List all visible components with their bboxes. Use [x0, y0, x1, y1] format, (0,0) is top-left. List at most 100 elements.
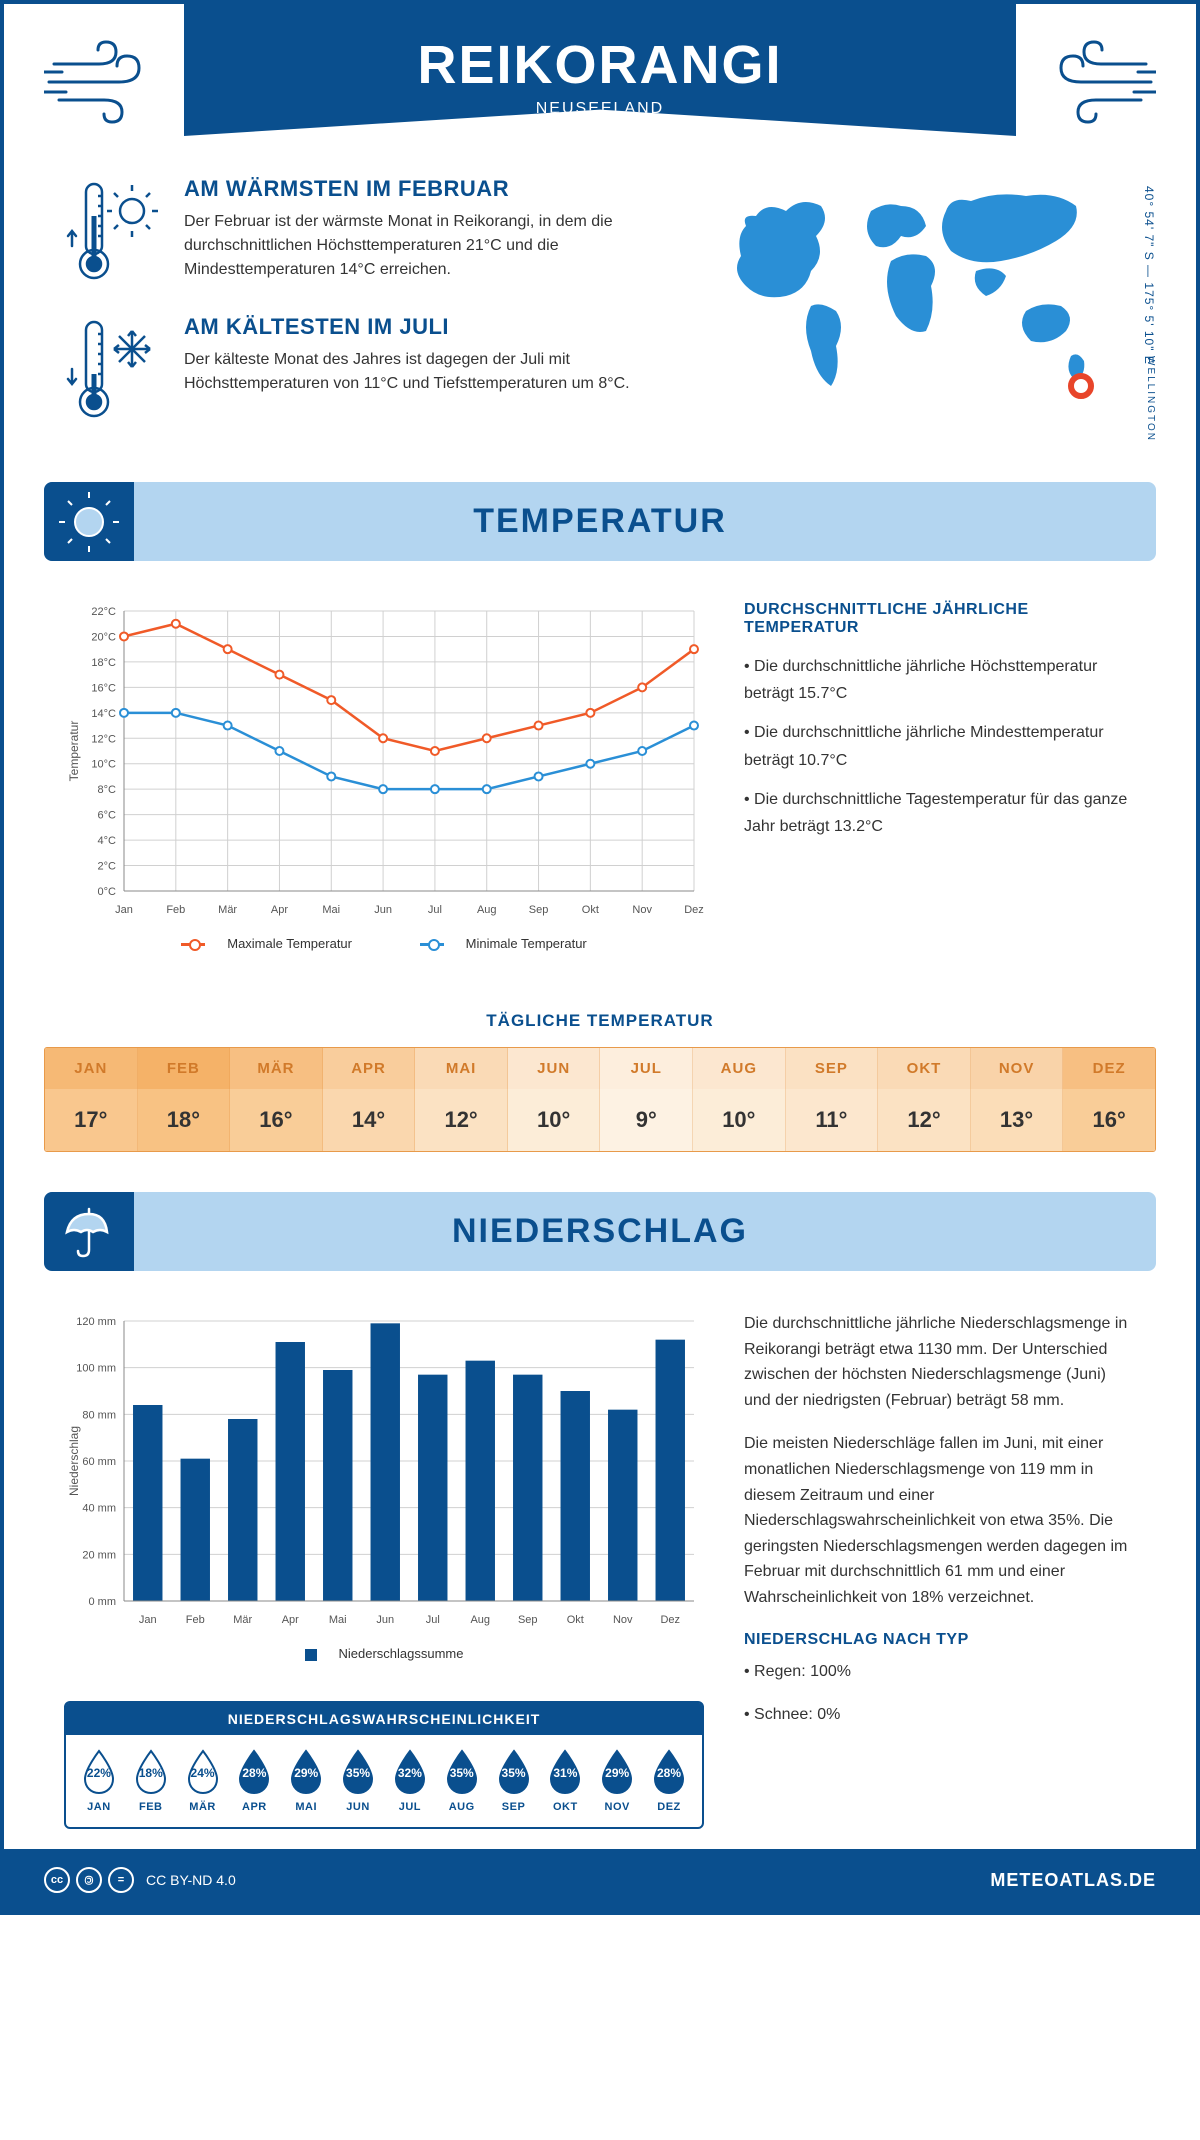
svg-text:Jan: Jan: [115, 904, 133, 916]
svg-text:Feb: Feb: [166, 904, 185, 916]
precip-legend-label: Niederschlagssumme: [339, 1646, 464, 1661]
daily-month: APR: [323, 1048, 416, 1089]
fact-coldest: AM KÄLTESTEN IM JULI Der kälteste Monat …: [64, 314, 676, 424]
temperature-body: 0°C2°C4°C6°C8°C10°C12°C14°C16°C18°C20°C2…: [4, 561, 1196, 991]
svg-text:120 mm: 120 mm: [76, 1316, 116, 1328]
svg-text:Apr: Apr: [282, 1614, 299, 1626]
svg-text:Feb: Feb: [186, 1614, 205, 1626]
sun-icon: [44, 482, 134, 561]
header: REIKORANGI NEUSEELAND: [4, 4, 1196, 136]
svg-text:4°C: 4°C: [98, 835, 117, 847]
svg-text:Sep: Sep: [529, 904, 549, 916]
daily-value: 13°: [971, 1089, 1064, 1151]
region-label: WELLINGTON: [1145, 356, 1156, 442]
svg-text:Jul: Jul: [428, 904, 442, 916]
location-marker: [1071, 376, 1091, 396]
daily-temp-table: JANFEBMÄRAPRMAIJUNJULAUGSEPOKTNOVDEZ17°1…: [44, 1047, 1156, 1152]
precip-title: NIEDERSCHLAG: [74, 1212, 1126, 1251]
fact-warmest: AM WÄRMSTEN IM FEBRUAR Der Februar ist d…: [64, 176, 676, 286]
license-text: CC BY-ND 4.0: [146, 1872, 236, 1888]
page-title: REIKORANGI: [184, 34, 1016, 96]
daily-value: 12°: [878, 1089, 971, 1151]
temperature-section-title: TEMPERATUR: [44, 482, 1156, 561]
title-ribbon: REIKORANGI NEUSEELAND: [184, 4, 1016, 136]
svg-text:20 mm: 20 mm: [82, 1549, 116, 1561]
thermometer-snow-icon: [64, 314, 164, 424]
temp-bullet-3: • Die durchschnittliche Tagestemperatur …: [744, 786, 1136, 840]
daily-value: 16°: [230, 1089, 323, 1151]
footer-site: METEOATLAS.DE: [990, 1870, 1156, 1891]
umbrella-icon: [44, 1192, 134, 1271]
daily-month: JUL: [600, 1048, 693, 1089]
precip-type-title: NIEDERSCHLAG NACH TYP: [744, 1631, 1136, 1649]
infographic-container: REIKORANGI NEUSEELAND: [0, 0, 1200, 1915]
prob-cell: 31% OKT: [540, 1747, 590, 1813]
daily-value: 10°: [508, 1089, 601, 1151]
svg-text:22°C: 22°C: [91, 606, 116, 618]
precip-section-title: NIEDERSCHLAG: [44, 1192, 1156, 1271]
prob-cell: 29% NOV: [592, 1747, 642, 1813]
svg-text:60 mm: 60 mm: [82, 1456, 116, 1468]
temp-legend: Maximale Temperatur Minimale Temperatur: [64, 926, 704, 971]
svg-text:Nov: Nov: [613, 1614, 633, 1626]
temperature-info: DURCHSCHNITTLICHE JÄHRLICHE TEMPERATUR •…: [744, 601, 1136, 971]
svg-text:Aug: Aug: [470, 1614, 490, 1626]
daily-value: 10°: [693, 1089, 786, 1151]
svg-text:8°C: 8°C: [98, 784, 117, 796]
svg-text:Aug: Aug: [477, 904, 497, 916]
cc-icons: cc 🄯 =: [44, 1867, 134, 1893]
daily-month: JAN: [45, 1048, 138, 1089]
coordinates-label: 40° 54' 7" S — 175° 5' 10" E: [1142, 186, 1156, 365]
temperature-chart: 0°C2°C4°C6°C8°C10°C12°C14°C16°C18°C20°C2…: [64, 601, 704, 971]
wind-icon: [44, 34, 164, 124]
prob-row: 22% JAN 18% FEB 24% MÄR 28% APR: [66, 1735, 702, 1827]
daily-value: 11°: [786, 1089, 879, 1151]
wind-icon: [1036, 34, 1156, 124]
daily-value: 16°: [1063, 1089, 1155, 1151]
daily-month: DEZ: [1063, 1048, 1155, 1089]
prob-cell: 22% JAN: [74, 1747, 124, 1813]
temp-bullet-1: • Die durchschnittliche jährliche Höchst…: [744, 653, 1136, 707]
precip-probability-box: NIEDERSCHLAGSWAHRSCHEINLICHKEIT 22% JAN …: [64, 1701, 704, 1829]
svg-text:Dez: Dez: [660, 1614, 680, 1626]
daily-value: 14°: [323, 1089, 416, 1151]
svg-text:14°C: 14°C: [91, 708, 116, 720]
svg-text:Jan: Jan: [139, 1614, 157, 1626]
svg-text:Nov: Nov: [632, 904, 652, 916]
svg-text:Apr: Apr: [271, 904, 288, 916]
footer-license: cc 🄯 = CC BY-ND 4.0: [44, 1867, 236, 1893]
temp-title: TEMPERATUR: [74, 502, 1126, 541]
temp-info-title: DURCHSCHNITTLICHE JÄHRLICHE TEMPERATUR: [744, 601, 1136, 637]
prob-cell: 28% APR: [229, 1747, 279, 1813]
daily-value: 12°: [415, 1089, 508, 1151]
prob-cell: 28% DEZ: [644, 1747, 694, 1813]
svg-text:0 mm: 0 mm: [89, 1596, 117, 1608]
svg-text:18°C: 18°C: [91, 657, 116, 669]
thermometer-sun-icon: [64, 176, 164, 286]
daily-value: 9°: [600, 1089, 693, 1151]
svg-text:10°C: 10°C: [91, 759, 116, 771]
svg-text:Sep: Sep: [518, 1614, 538, 1626]
daily-month: FEB: [138, 1048, 231, 1089]
prob-cell: 18% FEB: [126, 1747, 176, 1813]
intro-section: AM WÄRMSTEN IM FEBRUAR Der Februar ist d…: [4, 136, 1196, 482]
daily-value: 18°: [138, 1089, 231, 1151]
fact-warm-title: AM WÄRMSTEN IM FEBRUAR: [184, 176, 676, 202]
svg-text:2°C: 2°C: [98, 861, 117, 873]
svg-text:Okt: Okt: [567, 1614, 584, 1626]
daily-month: OKT: [878, 1048, 971, 1089]
svg-text:Jul: Jul: [426, 1614, 440, 1626]
svg-text:20°C: 20°C: [91, 631, 116, 643]
svg-text:Jun: Jun: [376, 1614, 394, 1626]
svg-text:Dez: Dez: [684, 904, 704, 916]
nd-icon: =: [108, 1867, 134, 1893]
svg-text:Jun: Jun: [374, 904, 392, 916]
prob-cell: 32% JUL: [385, 1747, 435, 1813]
legend-max: Maximale Temperatur: [227, 936, 352, 951]
daily-month: SEP: [786, 1048, 879, 1089]
prob-title: NIEDERSCHLAGSWAHRSCHEINLICHKEIT: [66, 1703, 702, 1735]
svg-text:Temperatur: Temperatur: [67, 721, 81, 782]
svg-text:80 mm: 80 mm: [82, 1409, 116, 1421]
svg-text:0°C: 0°C: [98, 886, 117, 898]
prob-cell: 35% SEP: [489, 1747, 539, 1813]
